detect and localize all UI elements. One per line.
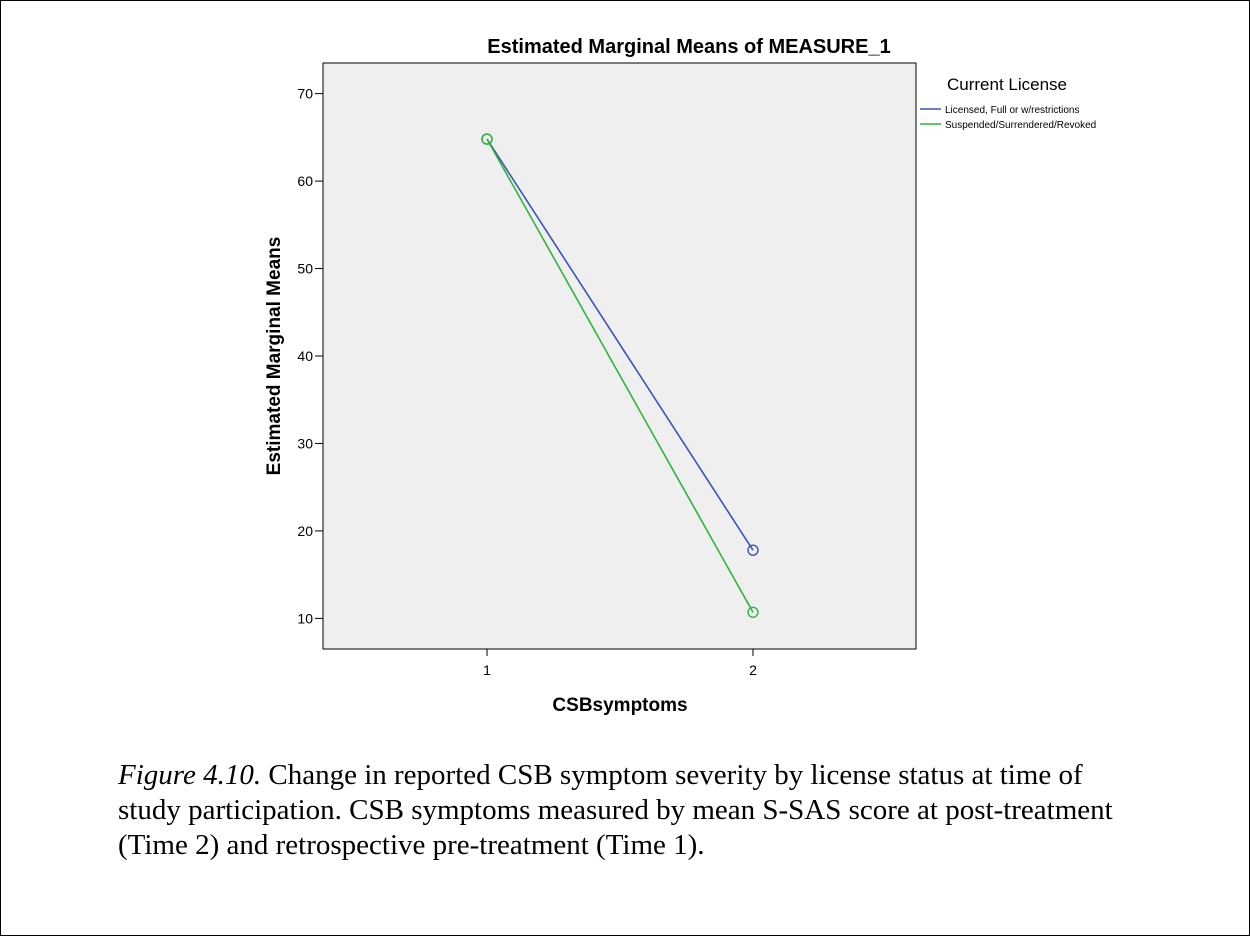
legend: Current License Licensed, Full or w/rest… (920, 75, 1096, 131)
legend-items: Licensed, Full or w/restrictions Suspende… (920, 105, 1096, 131)
y-tick-label: 40 (297, 348, 313, 364)
caption-text: Change in reported CSB symptom severity … (118, 759, 1113, 861)
series-layer (481, 133, 759, 618)
x-tick-label: 1 (483, 662, 491, 678)
y-tick-label: 20 (297, 523, 313, 539)
figure-caption: Figure 4.10. Change in reported CSB symp… (118, 758, 1118, 863)
legend-title: Current License (947, 75, 1067, 94)
series-line-1 (486, 138, 754, 551)
chart-title: Estimated Marginal Means of MEASURE_1 (487, 36, 890, 58)
line-chart: Estimated Marginal Means of MEASURE_1 10… (264, 36, 1096, 716)
y-tick-label: 50 (297, 261, 313, 277)
y-tick-label: 70 (297, 86, 313, 102)
y-tick-label: 10 (297, 610, 313, 626)
x-tick-label: 2 (749, 662, 757, 678)
plot-area (322, 62, 917, 650)
series-2-point (481, 133, 493, 145)
series-2-point (747, 606, 759, 618)
y-axis: 10 20 30 40 50 60 70 (297, 86, 323, 626)
series-line-2 (486, 138, 754, 613)
series-1-point (747, 544, 759, 556)
y-tick-label: 30 (297, 435, 313, 451)
legend-label: Licensed, Full or w/restrictions (945, 105, 1080, 116)
x-axis-label: CSBsymptoms (552, 695, 687, 716)
figure-label: Figure 4.10. (118, 759, 262, 791)
y-axis-label: Estimated Marginal Means (264, 237, 285, 476)
y-tick-label: 60 (297, 173, 313, 189)
legend-label: Suspended/Surrendered/Revoked (945, 120, 1096, 131)
